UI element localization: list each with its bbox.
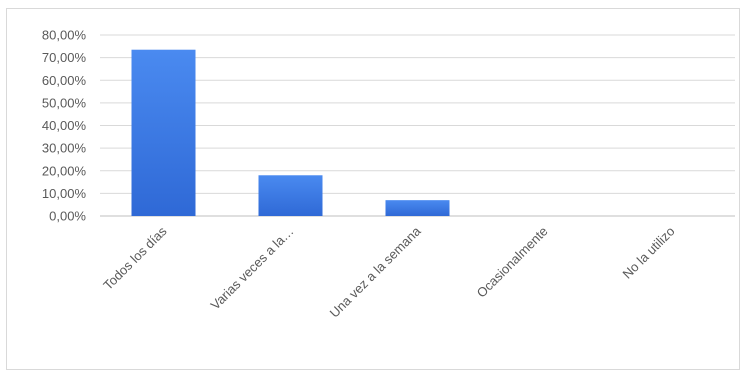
- x-category-label: Todos los días: [100, 223, 170, 293]
- bars: [131, 49, 450, 216]
- y-tick-label: 20,00%: [42, 163, 87, 178]
- x-category-label: Varias veces a la…: [208, 224, 297, 313]
- x-category-label: No la utilizo: [619, 224, 677, 282]
- y-axis-ticks: 0,00% 10,00% 20,00% 30,00% 40,00% 50,00% 60,00…: [42, 28, 87, 224]
- y-tick-label: 0,00%: [49, 209, 86, 224]
- chart-frame: [6, 8, 740, 370]
- y-tick-label: 80,00%: [42, 28, 87, 43]
- y-tick-label: 40,00%: [42, 118, 87, 133]
- x-axis-labels: Todos los días Varias veces a la… Una vez …: [100, 223, 677, 321]
- y-tick-label: 70,00%: [42, 50, 87, 65]
- bar: [258, 175, 323, 216]
- gridlines: [100, 34, 735, 217]
- bar: [131, 49, 196, 216]
- x-category-label: Una vez a la semana: [327, 223, 425, 321]
- y-tick-label: 60,00%: [42, 73, 87, 88]
- bar: [385, 200, 450, 216]
- y-tick-label: 10,00%: [42, 186, 87, 201]
- y-tick-label: 30,00%: [42, 141, 87, 156]
- x-category-label: Ocasionalmente: [474, 224, 551, 301]
- y-tick-label: 50,00%: [42, 95, 87, 110]
